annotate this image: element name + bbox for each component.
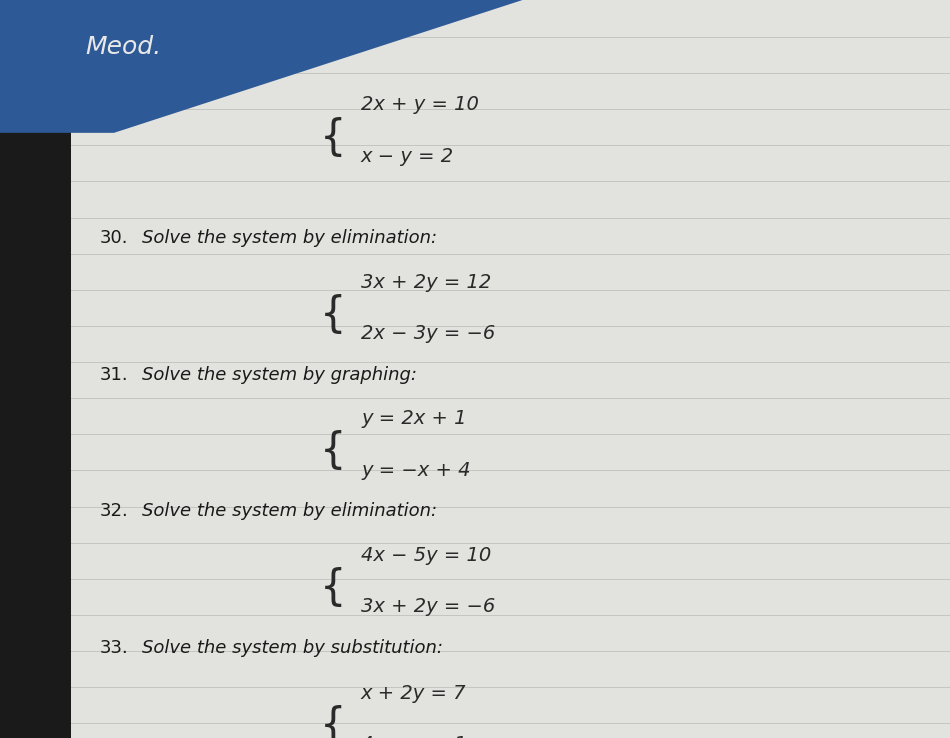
Text: Solve the system by elimination:: Solve the system by elimination: — [142, 503, 438, 520]
Text: 4x − 5y = 10: 4x − 5y = 10 — [361, 545, 491, 565]
Text: 33.: 33. — [100, 639, 128, 657]
Text: Meod.: Meod. — [86, 35, 162, 59]
FancyBboxPatch shape — [71, 0, 950, 738]
Text: {: { — [320, 705, 347, 738]
Text: {: { — [320, 294, 347, 336]
Text: 4x − y = 1: 4x − y = 1 — [361, 735, 466, 738]
Text: Solve the system by elimination:: Solve the system by elimination: — [142, 230, 438, 247]
Text: y = 2x + 1: y = 2x + 1 — [361, 409, 466, 428]
Text: Solve the system by graphing:: Solve the system by graphing: — [142, 366, 417, 384]
Text: x + 2y = 7: x + 2y = 7 — [361, 683, 466, 703]
Text: 2x − 3y = −6: 2x − 3y = −6 — [361, 324, 495, 343]
Text: 3x + 2y = −6: 3x + 2y = −6 — [361, 597, 495, 616]
Text: y = −x + 4: y = −x + 4 — [361, 461, 470, 480]
Text: {: { — [320, 117, 347, 159]
Text: 30.: 30. — [100, 230, 128, 247]
Polygon shape — [0, 0, 522, 133]
FancyBboxPatch shape — [0, 0, 71, 738]
Text: 31.: 31. — [100, 366, 128, 384]
Text: 2x + y = 10: 2x + y = 10 — [361, 95, 479, 114]
Text: {: { — [320, 430, 347, 472]
Text: {: { — [320, 567, 347, 609]
Text: 32.: 32. — [100, 503, 128, 520]
Text: x − y = 2: x − y = 2 — [361, 147, 454, 166]
Text: 3x + 2y = 12: 3x + 2y = 12 — [361, 272, 491, 292]
Text: Solve the system by substitution:: Solve the system by substitution: — [142, 639, 444, 657]
